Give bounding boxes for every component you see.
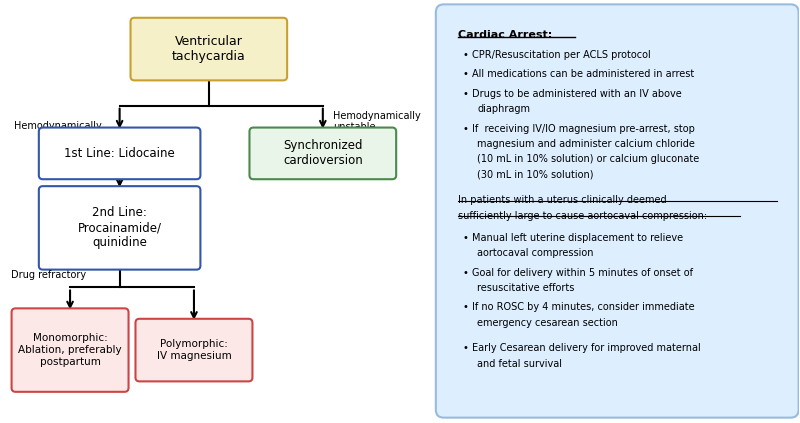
Text: magnesium and administer calcium chloride: magnesium and administer calcium chlorid… xyxy=(478,139,695,149)
FancyBboxPatch shape xyxy=(39,186,201,269)
Text: Ventricular
tachycardia: Ventricular tachycardia xyxy=(172,35,246,63)
Text: In patients with a uterus clinically deemed: In patients with a uterus clinically dee… xyxy=(458,195,666,205)
Text: Monomorphic:
Ablation, preferably
postpartum: Monomorphic: Ablation, preferably postpa… xyxy=(18,333,122,367)
Text: Hemodynamically
unstable: Hemodynamically unstable xyxy=(333,111,421,132)
Text: Drug refractory: Drug refractory xyxy=(10,269,86,280)
Text: Synchronized
cardioversion: Synchronized cardioversion xyxy=(283,140,362,168)
Text: Hemodynamically
stable: Hemodynamically stable xyxy=(14,121,102,142)
Text: • If  receiving IV/IO magnesium pre-arrest, stop: • If receiving IV/IO magnesium pre-arres… xyxy=(462,124,694,134)
Text: Cardiac Arrest:: Cardiac Arrest: xyxy=(458,30,552,40)
Text: • Drugs to be administered with an IV above: • Drugs to be administered with an IV ab… xyxy=(462,89,682,99)
FancyBboxPatch shape xyxy=(11,308,129,392)
Text: diaphragm: diaphragm xyxy=(478,104,530,114)
Text: • Early Cesarean delivery for improved maternal: • Early Cesarean delivery for improved m… xyxy=(462,343,700,353)
FancyBboxPatch shape xyxy=(130,18,287,80)
Text: • Goal for delivery within 5 minutes of onset of: • Goal for delivery within 5 minutes of … xyxy=(462,268,693,277)
Text: 1st Line: Lidocaine: 1st Line: Lidocaine xyxy=(64,147,175,160)
Text: • Manual left uterine displacement to relieve: • Manual left uterine displacement to re… xyxy=(462,233,682,243)
Text: (30 mL in 10% solution): (30 mL in 10% solution) xyxy=(478,170,594,180)
FancyBboxPatch shape xyxy=(250,128,396,179)
Text: • If no ROSC by 4 minutes, consider immediate: • If no ROSC by 4 minutes, consider imme… xyxy=(462,302,694,313)
Text: and fetal survival: and fetal survival xyxy=(478,359,562,368)
Text: Polymorphic:
IV magnesium: Polymorphic: IV magnesium xyxy=(157,339,231,361)
FancyBboxPatch shape xyxy=(436,4,798,418)
Text: (10 mL in 10% solution) or calcium gluconate: (10 mL in 10% solution) or calcium gluco… xyxy=(478,154,700,165)
FancyBboxPatch shape xyxy=(135,319,253,382)
Text: • All medications can be administered in arrest: • All medications can be administered in… xyxy=(462,69,694,80)
Text: emergency cesarean section: emergency cesarean section xyxy=(478,318,618,328)
Text: resuscitative efforts: resuscitative efforts xyxy=(478,283,575,293)
FancyBboxPatch shape xyxy=(39,128,201,179)
Text: 2nd Line:
Procainamide/
quinidine: 2nd Line: Procainamide/ quinidine xyxy=(78,206,162,250)
Text: sufficiently large to cause aortocaval compression:: sufficiently large to cause aortocaval c… xyxy=(458,211,706,220)
Text: • CPR/Resuscitation per ACLS protocol: • CPR/Resuscitation per ACLS protocol xyxy=(462,50,650,60)
Text: aortocaval compression: aortocaval compression xyxy=(478,248,594,258)
